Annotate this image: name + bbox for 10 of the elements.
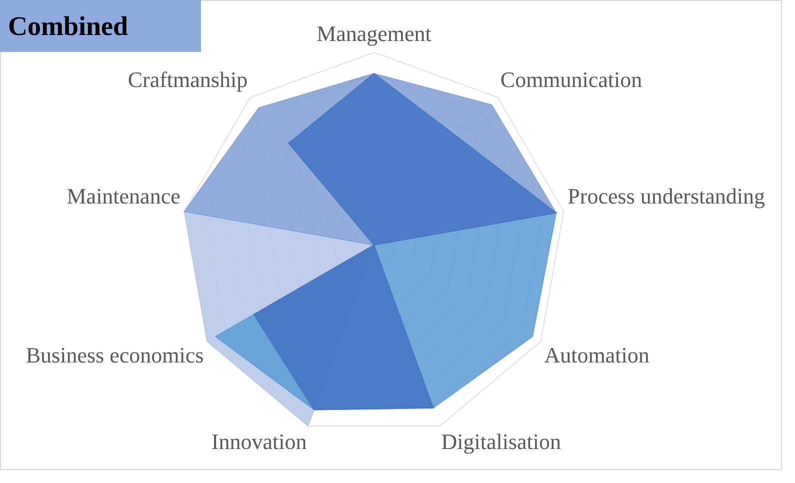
- spoke-label: Management: [316, 20, 432, 46]
- spoke-label: Maintenance: [66, 183, 180, 208]
- spoke-label: Digitalisation: [441, 428, 562, 454]
- spoke-label: Automation: [544, 342, 650, 368]
- spoke-label: Process understanding: [568, 183, 766, 208]
- chart-title: Combined: [0, 0, 201, 52]
- spoke-label: Innovation: [211, 428, 307, 454]
- spoke-label: Craftmanship: [128, 66, 248, 92]
- spoke-label: Communication: [500, 66, 642, 92]
- spoke-label: Business economics: [26, 342, 204, 368]
